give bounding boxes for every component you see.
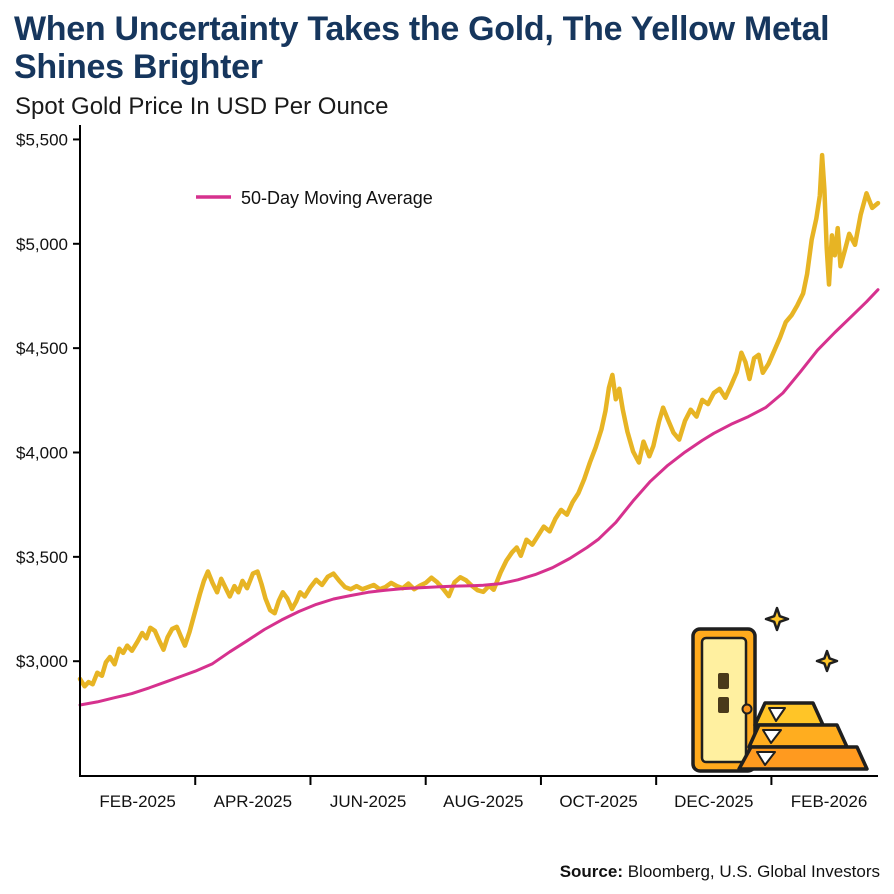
sparkle-icon: [815, 649, 839, 673]
y-tick-label: $4,000: [16, 443, 68, 462]
legend-label: 50-Day Moving Average: [241, 188, 433, 208]
y-tick-label: $3,000: [16, 652, 68, 671]
chart-subtitle: Spot Gold Price In USD Per Ounce: [15, 92, 389, 120]
sparkle-icon: [764, 606, 790, 632]
x-tick-label: APR-2025: [214, 792, 292, 811]
x-tick-label: OCT-2025: [559, 792, 637, 811]
x-tick-label: FEB-2026: [791, 792, 868, 811]
y-tick-label: $3,500: [16, 548, 68, 567]
ingot-shine: [756, 706, 786, 766]
x-tick-label: FEB-2025: [99, 792, 176, 811]
chart-header: When Uncertainty Takes the Gold, The Yel…: [0, 0, 894, 121]
source-label: Source:: [559, 862, 623, 881]
x-tick-label: JUN-2025: [330, 792, 407, 811]
source-note: Source: Bloomberg, U.S. Global Investors: [560, 862, 880, 882]
y-tick-label: $4,500: [16, 339, 68, 358]
gold-bars-icon: [691, 606, 869, 773]
source-text: Bloomberg, U.S. Global Investors: [622, 862, 880, 881]
x-tick-label: DEC-2025: [674, 792, 753, 811]
moving-average-line: [78, 288, 880, 707]
gold-ingot-stack: [737, 701, 869, 771]
y-tick-label: $5,000: [16, 235, 68, 254]
y-tick-label: $5,500: [16, 130, 68, 149]
chart-area: 50-Day Moving Average FEB-2026 DEC-2025 OCT…: [0, 121, 894, 821]
x-tick-label: AUG-2025: [443, 792, 523, 811]
page-title: When Uncertainty Takes the Gold, The Yel…: [14, 10, 830, 87]
gold-price-chart: 50-Day Moving Average FEB-2026 DEC-2025 OCT…: [16, 124, 881, 811]
spot-price-line: [77, 152, 881, 689]
